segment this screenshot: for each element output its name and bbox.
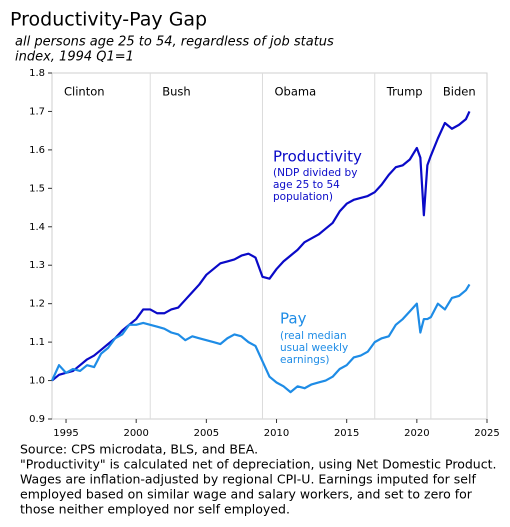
series-note: (NDP divided by (273, 167, 357, 179)
y-tick-label: 1.0 (29, 376, 45, 387)
y-tick-label: 1.8 (29, 68, 45, 79)
series-note: age 25 to 54 (273, 179, 340, 191)
x-tick-label: 2000 (123, 428, 148, 439)
x-tick-label: 2025 (474, 428, 499, 439)
era-label: Bush (162, 85, 190, 99)
series-label: Productivity (273, 148, 362, 166)
era-label: Biden (443, 85, 476, 99)
footer-note: Wages are inflation-adjusted by regional… (20, 472, 476, 487)
y-tick-label: 1.1 (29, 337, 45, 348)
y-tick-label: 1.7 (29, 106, 45, 117)
subtitle: index, 1994 Q1=1 (15, 50, 134, 65)
y-tick-label: 1.5 (29, 183, 45, 194)
y-tick-label: 0.9 (29, 414, 45, 425)
x-tick-label: 2010 (264, 428, 289, 439)
series-label: Pay (280, 310, 307, 328)
subtitle: all persons age 25 to 54, regardless of … (15, 35, 334, 50)
era-label: Obama (274, 85, 316, 99)
x-tick-label: 1995 (53, 428, 78, 439)
series-note: earnings) (280, 354, 330, 366)
footer-note: employed based on similar wage and salar… (20, 487, 473, 502)
era-label: Trump (386, 85, 423, 99)
y-tick-label: 1.4 (29, 222, 45, 233)
series-note: usual weekly (280, 342, 348, 354)
series-note: population) (273, 191, 333, 203)
y-tick-label: 1.3 (29, 260, 45, 271)
y-tick-label: 1.6 (29, 145, 45, 156)
x-tick-label: 2020 (404, 428, 429, 439)
series-line (50, 283, 471, 394)
footer-note: "Productivity" is calculated net of depr… (20, 457, 496, 472)
footer-note: those neither employed nor self employed… (20, 502, 290, 517)
chart-title: Productivity-Pay Gap (10, 9, 207, 31)
x-tick-label: 2015 (334, 428, 359, 439)
y-tick-label: 1.2 (29, 299, 45, 310)
series-note: (real median (280, 330, 347, 342)
footer-note: Source: CPS microdata, BLS, and BEA. (20, 442, 258, 457)
x-tick-label: 2005 (194, 428, 219, 439)
era-label: Clinton (64, 85, 105, 99)
plot-frame (51, 72, 488, 420)
series-line (51, 110, 471, 382)
